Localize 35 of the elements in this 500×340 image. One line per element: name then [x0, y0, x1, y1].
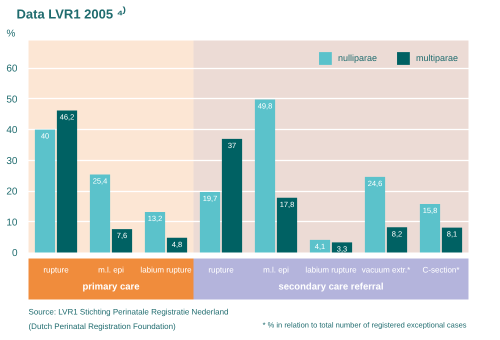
bar [90, 174, 110, 252]
legend-label: nulliparae [338, 53, 377, 63]
y-tick-label: 30 [6, 156, 18, 167]
legend-label: multiparae [416, 53, 458, 63]
y-axis-title: % [6, 28, 16, 40]
x-tick-label: rupture [208, 265, 234, 274]
y-tick-label: 60 [6, 64, 18, 75]
x-tick-label: rupture [43, 265, 70, 274]
source-note: Source: LVR1 Stichting Perinatale Registratie Nederland (Dutch Perinatal Registration Foundation) [28, 308, 228, 332]
bar [200, 192, 220, 252]
bar [34, 130, 56, 252]
y-tick-label: 40 [6, 125, 18, 136]
x-tick-label: labium rupture [305, 265, 358, 274]
bar [442, 228, 462, 252]
chart-title: Data LVR1 2005 ⁴⁾ [16, 6, 126, 22]
y-tick-label: 20 [6, 186, 18, 198]
bar [254, 99, 276, 252]
x-tick-label: vacuum extr.* [362, 265, 410, 274]
x-tick-label: C-section* [422, 265, 460, 274]
x-tick-label: m.l. epi [263, 265, 290, 274]
bar [276, 198, 298, 252]
bar [386, 227, 408, 252]
y-tick-label: 50 [6, 94, 18, 106]
bar [222, 138, 242, 252]
x-tick-label: m.l. epi [98, 265, 124, 274]
bar [112, 229, 132, 252]
x-tick-label: labium rupture [140, 265, 192, 274]
bar [144, 212, 166, 252]
text: primary care [82, 282, 140, 293]
y-tick-label: 0 [12, 248, 18, 259]
bar [364, 176, 386, 252]
text: secondary care referral [278, 282, 384, 293]
bar [56, 110, 78, 252]
y-tick-label: 10 [6, 217, 18, 228]
bar [420, 204, 440, 252]
